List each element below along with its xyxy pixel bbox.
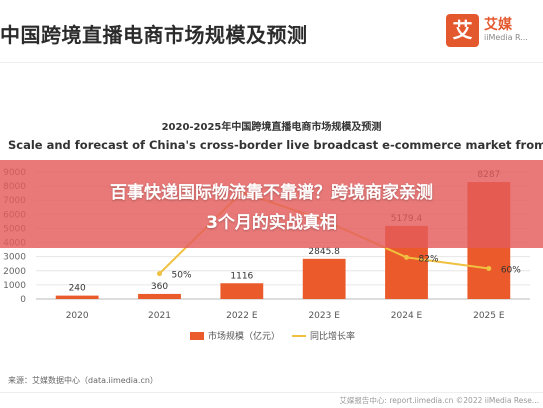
x-tick-label: 2021 [148, 311, 171, 321]
y-tick-label: 0 [20, 295, 26, 305]
growth-rate-label: 60% [501, 266, 521, 276]
x-tick-label: 2024 E [391, 311, 423, 321]
bar [220, 283, 264, 299]
bar [138, 293, 181, 299]
x-tick-label: 2022 E [226, 311, 258, 321]
logo-subtitle: iiMedia R... [484, 33, 528, 42]
growth-rate-point [486, 266, 492, 272]
y-tick-label: 1000 [3, 281, 26, 291]
page-title: 中国跨境直播电商市场规模及预测 [0, 23, 308, 47]
header-divider [0, 62, 543, 63]
bar-data-label: 360 [151, 282, 168, 292]
bar [302, 258, 346, 299]
source-note: 来源：艾媒数据中心（data.iimedia.cn） [8, 376, 158, 385]
chart-subtitle: Scale and forecast of China's cross-bord… [8, 138, 543, 152]
x-tick-label: 2025 E [473, 311, 505, 321]
x-tick-label: 2023 E [308, 311, 340, 321]
bar-data-label: 2845.8 [308, 247, 340, 257]
logo-icon: 艾 [446, 14, 479, 47]
bar-data-label: 240 [69, 284, 86, 294]
growth-rate-label: 82% [419, 254, 439, 264]
growth-rate-label: 50% [172, 271, 192, 281]
legend-swatch-bar [190, 332, 204, 340]
footer-divider [0, 392, 543, 393]
bar [55, 295, 99, 299]
chart-legend: 市场规模（亿元） 同比增长率 [0, 328, 543, 344]
overlay-title-line-2: 3个月的实战真相 [206, 213, 337, 233]
chart-title: 2020-2025年中国跨境直播电商市场规模及预测 [161, 122, 382, 133]
legend-label-line: 同比增长率 [310, 332, 356, 342]
article-title-overlay [0, 160, 543, 248]
growth-rate-point [404, 254, 409, 260]
copyright-note: 艾媒报告中心: report.iimedia.cn ©2022 iiMedia … [339, 396, 539, 405]
logo-name: 艾媒 [484, 17, 512, 33]
y-tick-label: 3000 [3, 253, 26, 263]
x-tick-label: 2020 [66, 311, 89, 321]
overlay-title-line-1: 百事快递国际物流靠不靠谱？跨境商家亲测 [110, 183, 433, 203]
legend-label-bar: 市场规模（亿元） [208, 332, 281, 342]
growth-rate-point [157, 271, 162, 277]
legend-swatch-line [292, 335, 306, 337]
y-tick-label: 2000 [3, 267, 26, 277]
brand-logo: 艾 艾媒 iiMedia R... [446, 14, 543, 48]
bar-data-label: 1116 [230, 271, 253, 281]
